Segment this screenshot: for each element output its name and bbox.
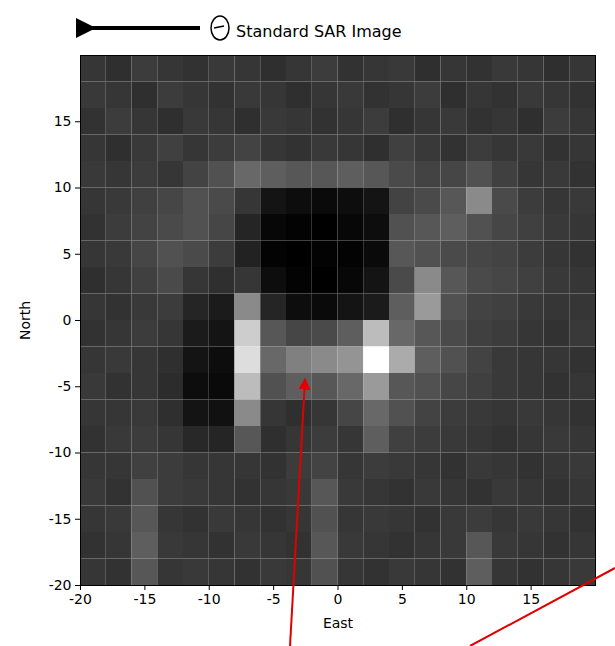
svg-text:15: 15 [54,113,72,129]
svg-text:10: 10 [458,591,476,607]
svg-text:-5: -5 [267,591,281,607]
svg-text:-20: -20 [69,591,92,607]
svg-text:5: 5 [63,246,72,262]
svg-text:0: 0 [63,312,72,328]
html-text:Standard SAR Image: Standard SAR Image [236,22,402,41]
svg-text:10: 10 [54,179,72,195]
svg-text:East: East [323,615,354,631]
svg-text:-15: -15 [133,591,156,607]
svg-text:North: North [17,301,33,340]
svg-text:-5: -5 [58,378,72,394]
svg-text:-15: -15 [49,511,72,527]
svg-text:15: 15 [522,591,540,607]
svg-text:0: 0 [334,591,343,607]
svg-text:-20: -20 [49,577,72,593]
svg-text:-10: -10 [49,444,72,460]
svg-text:-10: -10 [198,591,221,607]
svg-text:5: 5 [398,591,407,607]
